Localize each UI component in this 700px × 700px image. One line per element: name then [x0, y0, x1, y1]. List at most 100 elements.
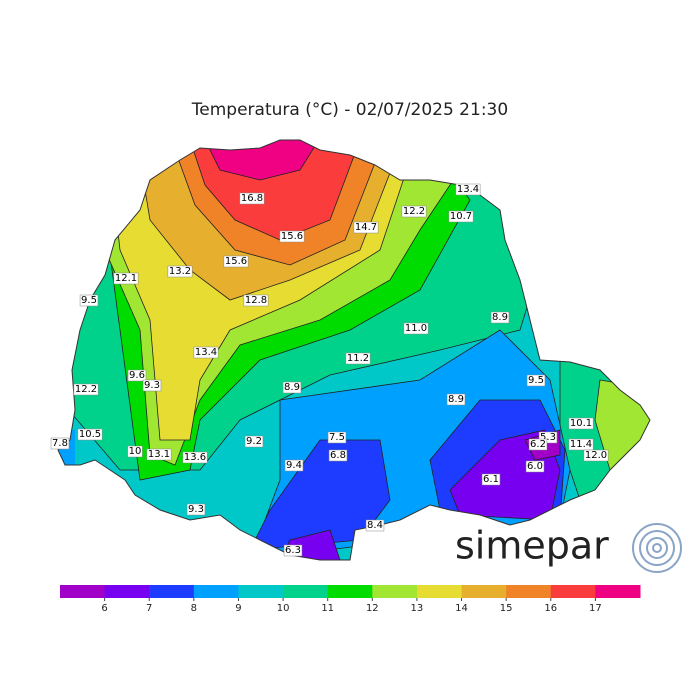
colorbar-swatch [327, 585, 373, 598]
station-label: 6.3 [285, 545, 301, 556]
label-box [243, 294, 269, 307]
station-label: 6.8 [330, 450, 346, 461]
label-box [455, 183, 481, 196]
colorbar-tick-label: 7 [146, 603, 152, 614]
label-box [568, 417, 594, 430]
label-box [79, 294, 99, 307]
colorbar-swatch [149, 585, 195, 598]
station-label: 13.2 [169, 266, 191, 277]
colorbar-swatch [283, 585, 329, 598]
label-box [284, 459, 304, 472]
label-box [327, 431, 347, 444]
label-box [448, 210, 474, 223]
label-box [446, 393, 466, 406]
label-box [127, 445, 143, 458]
station-label: 13.4 [195, 347, 217, 358]
station-label: 12.2 [403, 206, 425, 217]
station-label: 6.1 [483, 474, 499, 485]
colorbar-tick-label: 6 [101, 603, 107, 614]
station-label: 7.8 [52, 438, 68, 449]
station-label: 12.8 [245, 295, 267, 306]
station-label: 6.2 [530, 439, 546, 450]
label-box [568, 438, 594, 451]
colorbar-swatch [506, 585, 552, 598]
station-label: 13.4 [457, 184, 479, 195]
label-box [77, 428, 103, 441]
colorbar-swatch [60, 585, 106, 598]
label-box [223, 255, 249, 268]
colorbar-swatch [372, 585, 418, 598]
station-label: 5.3 [540, 432, 556, 443]
label-box [193, 346, 219, 359]
station-label: 16.8 [241, 193, 263, 204]
label-box [528, 438, 548, 451]
colorbar-tick-label: 14 [455, 603, 468, 614]
label-box [127, 369, 147, 382]
colorbar-swatch [238, 585, 284, 598]
station-label: 8.9 [284, 382, 300, 393]
colorbar: 6 7 8 9 10 11 12 13 14 15 16 17 [60, 585, 641, 614]
label-box [353, 221, 379, 234]
station-label: 15.6 [225, 256, 247, 267]
colorbar-tick-label: 9 [235, 603, 241, 614]
station-label: 8.4 [367, 520, 383, 531]
station-label: 12.1 [115, 273, 137, 284]
colorbar-tick-label: 13 [411, 603, 424, 614]
station-label: 8.9 [492, 312, 508, 323]
label-box [526, 374, 546, 387]
station-label: 9.3 [188, 504, 204, 515]
label-box [50, 437, 70, 450]
station-label: 11.2 [347, 353, 369, 364]
label-box [365, 519, 385, 532]
colorbar-tick-label: 10 [277, 603, 290, 614]
colorbar-swatch [416, 585, 463, 598]
colorbar-tick-label: 11 [321, 603, 334, 614]
station-label: 9.4 [286, 460, 302, 471]
station-label: 12.2 [75, 384, 97, 395]
colorbar-tick-label: 15 [500, 603, 513, 614]
station-label: 11.4 [570, 439, 592, 450]
label-box [186, 503, 206, 516]
station-label: 15.6 [281, 231, 303, 242]
logo-icon [632, 523, 682, 573]
station-label: 7.5 [329, 432, 345, 443]
label-box [113, 272, 139, 285]
label-box [403, 322, 429, 335]
station-label: 9.5 [528, 375, 544, 386]
zone [58, 430, 75, 470]
station-label: 13.1 [148, 449, 170, 460]
colorbar-tick-label: 8 [191, 603, 197, 614]
label-box [401, 205, 427, 218]
station-label: 11.0 [405, 323, 427, 334]
label-box [142, 379, 162, 392]
station-label: 9.3 [144, 380, 160, 391]
map-title: Temperatura (°C) - 02/07/2025 21:30 [191, 100, 508, 120]
station-label: 6.0 [527, 461, 543, 472]
label-box [239, 192, 265, 205]
station-label: 14.7 [355, 222, 377, 233]
station-label: 13.6 [184, 452, 206, 463]
label-box [146, 448, 172, 461]
label-box [525, 460, 545, 473]
label-box [490, 311, 510, 324]
label-box [73, 383, 99, 396]
label-box [481, 473, 501, 486]
label-box [279, 230, 305, 243]
station-label: 10.5 [79, 429, 101, 440]
station-label: 10 [129, 446, 142, 457]
label-box [282, 381, 302, 394]
label-box [583, 449, 609, 462]
label-box [182, 451, 208, 464]
colorbar-tick-label: 17 [589, 603, 602, 614]
station-label: 9.2 [246, 436, 262, 447]
station-label: 12.0 [585, 450, 607, 461]
colorbar-tick-label: 12 [366, 603, 379, 614]
label-box [538, 431, 558, 444]
label-box [283, 544, 303, 557]
colorbar-tick-label: 16 [544, 603, 557, 614]
station-label: 10.7 [450, 211, 472, 222]
station-label: 9.6 [129, 370, 145, 381]
station-label: 8.9 [448, 394, 464, 405]
colorbar-swatch [595, 585, 641, 598]
